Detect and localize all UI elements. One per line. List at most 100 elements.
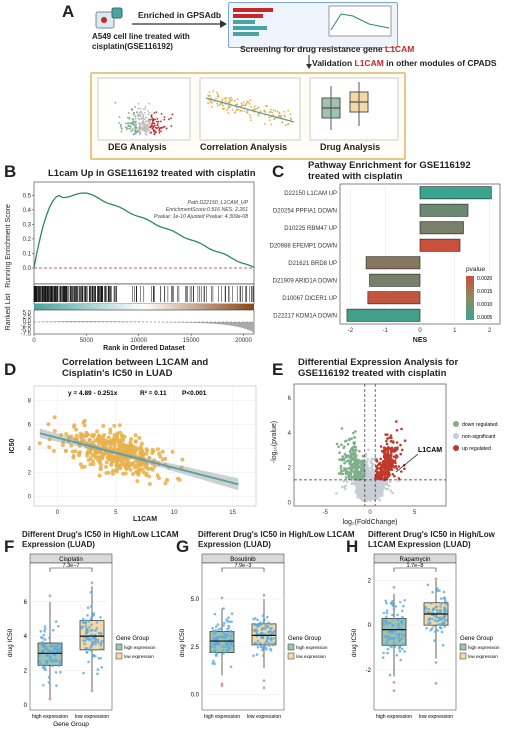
box-point — [398, 600, 402, 604]
scatter-point — [116, 440, 121, 445]
scatter-point — [134, 470, 139, 474]
scatter-point — [123, 471, 128, 476]
box-point — [395, 633, 398, 636]
panel-e-title: Differential Expression Analysis for GSE… — [298, 357, 459, 379]
volcano-point — [375, 470, 379, 474]
box-ytick-label: 4 — [24, 634, 28, 640]
scatter-point — [111, 454, 116, 459]
c-xtick-label: 2 — [488, 328, 492, 334]
scatter-point — [70, 449, 75, 454]
mini-corr-point — [249, 114, 251, 116]
box-point — [433, 639, 436, 642]
box-point — [392, 607, 396, 611]
scatter-point — [96, 433, 101, 438]
box-outlier — [262, 686, 266, 690]
box-point — [224, 636, 227, 639]
box-point — [89, 618, 92, 621]
box-point — [43, 627, 47, 631]
box-point — [261, 643, 265, 646]
mini-volcano-point — [160, 130, 162, 132]
box-point — [86, 647, 89, 650]
box-point — [224, 645, 228, 649]
box-point — [57, 663, 61, 667]
box-point — [432, 624, 435, 628]
box-point — [41, 636, 44, 640]
panel-d-title: Correlation between L1CAM and Cisplatin'… — [62, 357, 209, 379]
volcano-point — [397, 477, 401, 480]
box-outlier — [434, 577, 438, 581]
box-point — [84, 624, 88, 628]
mini-volcano-point — [118, 122, 120, 124]
volcano-point — [365, 460, 368, 463]
e-legend-down: down regulated — [462, 422, 498, 428]
drug-name: Rapamycin — [400, 556, 432, 563]
box-point — [259, 621, 262, 624]
mini-volcano-point — [145, 133, 148, 136]
volcano-point — [350, 476, 353, 479]
rank-tick-label: 2.5 — [23, 315, 32, 321]
fit-line — [39, 432, 239, 486]
box-point — [230, 612, 234, 615]
volcano-point — [385, 448, 388, 452]
box-point — [59, 670, 62, 674]
scatter-point — [160, 449, 165, 454]
pvalue-colorbar: 0.0020 0.0015 0.0010 0.0005 — [466, 276, 493, 321]
mini-volcano-point — [137, 102, 140, 105]
volcano-point — [392, 450, 395, 453]
box-point — [52, 648, 56, 651]
volcano-point — [352, 481, 355, 485]
box-point — [43, 638, 47, 641]
volcano-point — [354, 463, 357, 466]
box-point — [217, 628, 220, 631]
box-point — [84, 619, 88, 622]
volcano-point — [378, 466, 381, 470]
volcano-point — [386, 446, 390, 449]
box-point — [42, 633, 46, 637]
volcano-point — [381, 491, 384, 494]
box-ytick-label: 0.0 — [191, 693, 200, 699]
volcano-point — [368, 490, 372, 494]
volcano-point — [339, 472, 343, 476]
volcano-point — [340, 443, 343, 447]
volcano-point — [338, 451, 341, 454]
box-point — [436, 629, 439, 632]
box-point — [435, 589, 439, 593]
box-outlier — [220, 596, 224, 600]
box-point — [258, 642, 262, 645]
volcano-point — [385, 456, 388, 459]
box-plot-g: Bosutinib 5.0 2.5 0.0 7.9e−3 high expression l… — [179, 553, 328, 720]
d-ylabel: IC50 — [9, 439, 16, 454]
volcano-point — [390, 436, 393, 440]
box-point — [442, 615, 446, 618]
mini-corr-point — [240, 109, 243, 112]
mini-volcano-point — [132, 133, 135, 136]
mini-correlation-plot — [199, 77, 301, 141]
panel-h-title: Different Drug's IC50 in High/Low L1CAM … — [368, 530, 495, 549]
mini-volcano-point — [135, 111, 138, 114]
volcano-point — [344, 471, 348, 475]
box-point — [222, 607, 225, 610]
volcano-point — [350, 452, 354, 456]
box-point — [97, 657, 100, 660]
mini-corr-point — [230, 96, 232, 99]
box-point — [51, 664, 55, 667]
mini-volcano-point — [132, 121, 134, 123]
box-point — [400, 622, 404, 625]
mini-volcano-point — [128, 117, 131, 119]
scatter-point — [177, 477, 182, 482]
scatter-point — [71, 454, 76, 458]
significance-bracket — [49, 567, 93, 572]
rank-tick-label: -7.5 — [21, 332, 32, 338]
mini-volcano-point — [144, 133, 147, 135]
volcano-point — [341, 472, 345, 476]
mini-volcano-point — [131, 128, 134, 131]
mini-corr-point — [223, 107, 225, 110]
mini-corr-point — [253, 105, 256, 108]
mini-volcano-point — [130, 130, 133, 133]
box-point — [441, 644, 445, 647]
box-legend-high: high expression — [296, 645, 328, 650]
box-point — [221, 649, 225, 652]
scatter-point — [84, 433, 89, 438]
volcano-point — [378, 498, 381, 502]
gsea-annot-3: Pvalue: 1e-10 Ajusted Pvalue: 4.309e-08 — [154, 214, 248, 220]
